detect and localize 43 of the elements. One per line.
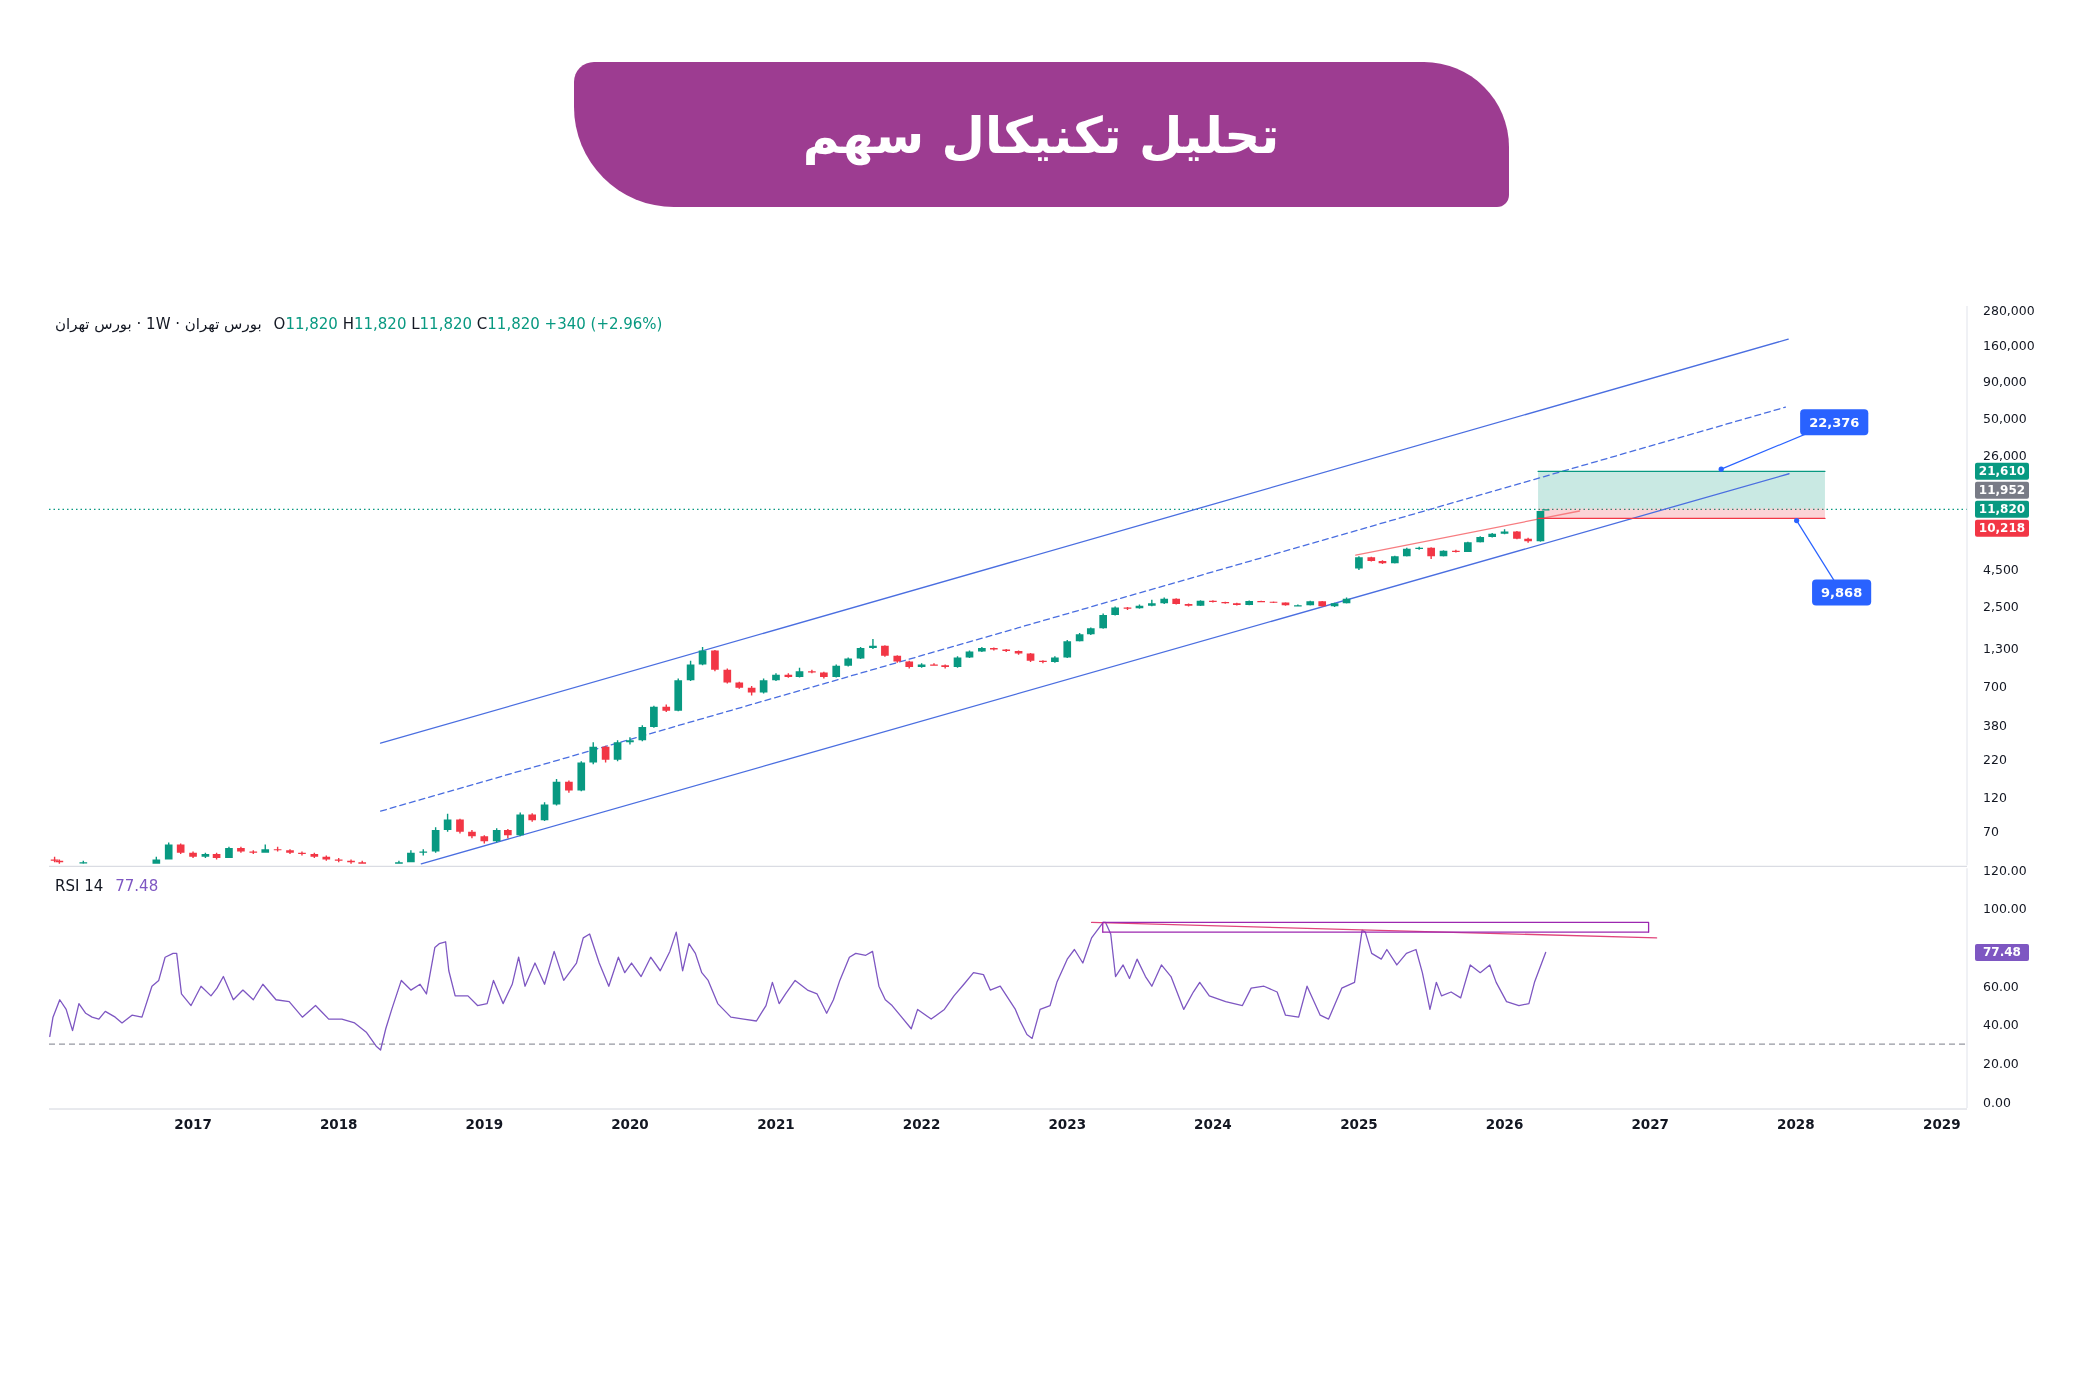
y-tick-label: 1,300 <box>1983 640 2019 656</box>
y-tick-label: 120.00 <box>1983 862 2027 878</box>
text: 10,218 <box>1978 521 2026 536</box>
x-tick-label: 2024 <box>1194 1116 1232 1132</box>
y-tick-label: 60.00 <box>1983 978 2019 994</box>
y-tick-label: 0.00 <box>1983 1094 2011 1110</box>
annotation: 77.48 <box>115 877 159 896</box>
y-tick-label: 26,000 <box>1983 448 2027 464</box>
text: 11,952 <box>1978 483 2026 498</box>
y-tick-label: 40.00 <box>1983 1017 2019 1033</box>
x-tick-label: 2021 <box>757 1116 795 1132</box>
x-tick-label: 2027 <box>1631 1116 1669 1132</box>
text: 77.48 <box>1983 945 2021 960</box>
y-tick-label: 2,500 <box>1983 599 2019 615</box>
y-tick-label: 380 <box>1983 717 2007 733</box>
y-tick-label: 100.00 <box>1983 901 2027 917</box>
y-tick-label: 220 <box>1983 752 2007 768</box>
y-tick-label: 700 <box>1983 679 2007 695</box>
y-tick-label: 70 <box>1983 824 1999 840</box>
x-tick-label: 2020 <box>611 1116 649 1132</box>
x-tick-label: 2028 <box>1777 1116 1815 1132</box>
x-tick-label: 2023 <box>1048 1116 1087 1132</box>
text: RSI 14 <box>55 877 104 896</box>
x-tick-label: 2026 <box>1485 1116 1524 1132</box>
y-tick-label: 90,000 <box>1983 374 2027 390</box>
y-tick-label: 120 <box>1983 790 2007 806</box>
x-tick-label: 2022 <box>902 1116 941 1132</box>
x-tick-label: 2025 <box>1340 1116 1378 1132</box>
annotation: O11,820 H11,820 L11,820 C11,820 +340 (+2.96%) <box>273 315 663 333</box>
x-tick-label: 2019 <box>465 1116 504 1132</box>
chart-title: تحلیل تکنیکال سهم <box>802 107 1280 166</box>
ref-line-label: 11,820 <box>1978 502 2026 517</box>
x-tick-label: 2029 <box>1923 1116 1961 1132</box>
y-tick-label: 50,000 <box>1983 411 2027 427</box>
x-tick-label: 2017 <box>174 1116 212 1132</box>
y-tick-label: 20.00 <box>1983 1056 2019 1072</box>
annotation: 9,868 <box>1821 585 1863 601</box>
annotation: 22,376 <box>1809 414 1860 430</box>
y-tick-label: 160,000 <box>1983 338 2035 354</box>
y-tick-label: 4,500 <box>1983 562 2019 578</box>
y-tick-label: 280,000 <box>1983 302 2035 318</box>
x-tick-label: 2018 <box>319 1116 358 1132</box>
text: 21,610 <box>1978 464 2026 479</box>
